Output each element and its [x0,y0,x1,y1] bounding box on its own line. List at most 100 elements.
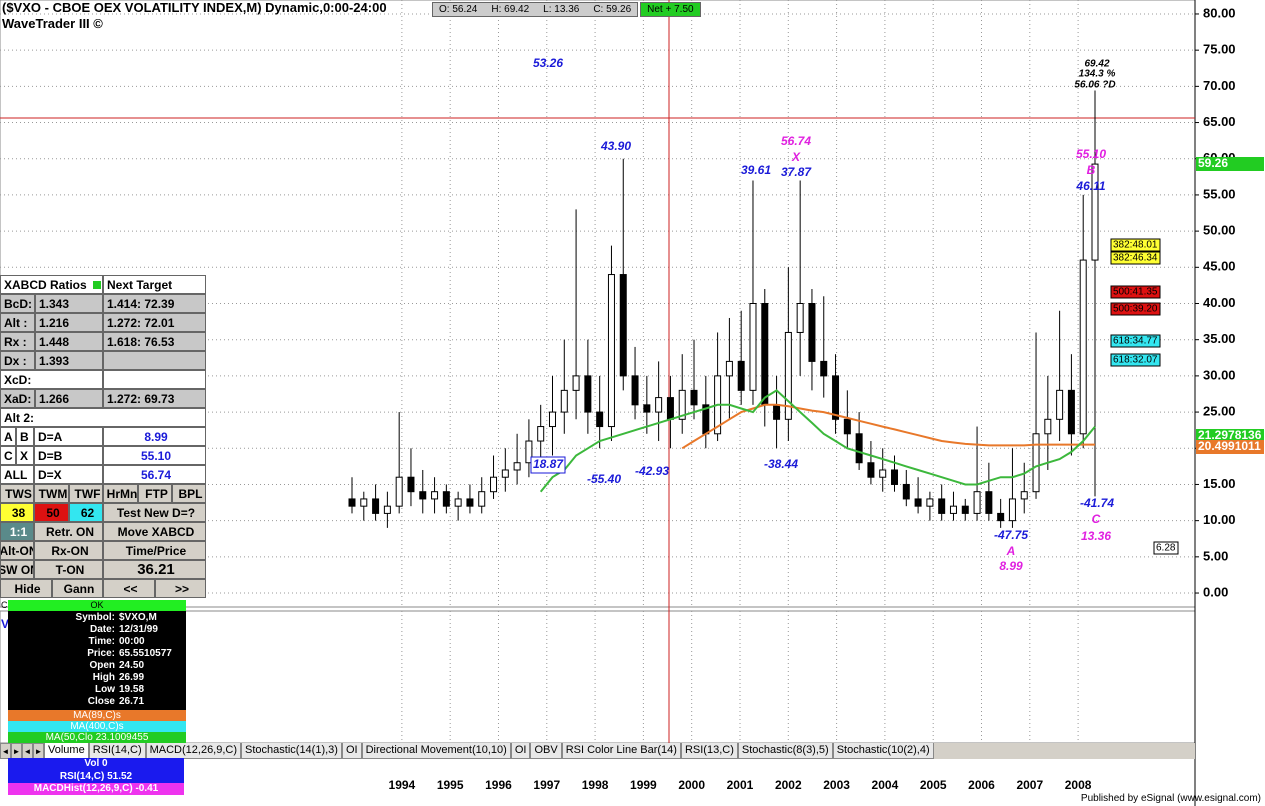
panel-button[interactable]: Alt-ON [0,541,34,560]
panel-button[interactable]: Retr. ON [34,522,103,541]
panel-button[interactable]: BPL [172,484,206,503]
annotation: 13.36 [1081,529,1111,543]
tab[interactable]: Stochastic(14(1),3) [241,743,342,759]
candle-body [631,375,639,406]
panel-button[interactable]: FTP [138,484,172,503]
tab[interactable]: Stochastic(10(2),4) [832,743,934,759]
panel-button[interactable]: 38 [0,503,34,522]
panel-button[interactable]: << [103,579,155,598]
scroll-button[interactable]: ► [33,743,44,759]
quote-box: O: 56.24 H: 69.42 L: 13.36 C: 59.26 [432,2,639,17]
y-tick-label: 55.00 [1203,186,1236,201]
tab[interactable]: RSI(13,C) [680,743,738,759]
status-line: Vol 0 [8,758,184,771]
panel-cell: 1.343 [35,294,103,313]
scroll-button[interactable]: ► [11,743,22,759]
annotation: 56.06 ?D [1074,80,1115,91]
panel-button[interactable]: SW ON [0,560,34,579]
data-row: Low 19.58 [8,684,186,696]
study-label: MA(89,C)s [8,710,186,721]
panel-button[interactable]: 1:1 [0,522,34,541]
annotation: -55.40 [587,472,621,486]
level-box [1110,285,1161,299]
level-label: 618:34.77 [1113,336,1158,347]
panel-button[interactable]: Rx-ON [34,541,103,560]
candle-body [395,476,403,507]
x-tick-label: 1994 [389,778,416,792]
panel-cell: XcD: [0,370,103,389]
tab[interactable]: RSI Color Line Bar(14) [561,743,681,759]
data-label: Close [87,696,115,707]
y-tick-label: 70.00 [1203,78,1236,93]
y-tick-label: 40.00 [1203,295,1236,310]
scroll-button[interactable]: ◄ [22,743,33,759]
candle-body [843,418,851,435]
candle-body [607,274,615,428]
candle-body [773,404,781,420]
panel-cell: ALL [0,465,34,484]
candle-body [407,476,415,493]
candle-body [513,462,521,471]
panel-cell: Rx : [0,332,35,351]
panel-button[interactable]: 62 [69,503,103,522]
candle-body [1032,433,1040,493]
tab[interactable]: Directional Movement(10,10) [361,743,511,759]
panel-button[interactable]: Hide [0,579,52,598]
annotation: 43.90 [600,139,631,153]
candle-body [1056,389,1064,420]
level-box [1153,541,1179,555]
panel-cell: Dx : [0,351,35,370]
panel-button[interactable]: >> [155,579,206,598]
tab[interactable]: Volume [44,743,89,759]
panel-button[interactable]: 36.21 [103,560,206,579]
level-box [1110,302,1161,316]
annotation: 39.61 [741,163,771,177]
data-label: High [92,672,115,683]
panel-button[interactable]: 50 [34,503,69,522]
x-tick-label: 2006 [968,778,995,792]
panel-button[interactable]: Time/Price [103,541,206,560]
scroll-button[interactable]: ◄ [0,743,11,759]
status-line: RSI(14,C) 51.52 [8,771,184,783]
panel-row: XABCD Ratios Next Target [0,275,206,294]
panel-button[interactable]: TWS [0,484,34,503]
candle-body [584,375,592,413]
net-change: Net + 7.50 [640,2,701,17]
candle-body [879,469,887,478]
panel-button[interactable]: Test New D=? [103,503,206,522]
quote-value: C: 59.26 [593,4,632,15]
annotation: -41.74 [1080,496,1114,510]
panel-cell: B [16,427,34,446]
y-tick-label: 30.00 [1203,367,1236,382]
data-label: Date: [89,624,115,635]
tab[interactable]: MACD(12,26,9,C) [145,743,242,759]
panel-button[interactable]: HrMn [103,484,138,503]
panel-cell: 1.272: 72.01 [103,313,206,332]
data-row: Date: 12/31/99 [8,624,186,636]
panel-button[interactable]: Move XABCD [103,522,206,541]
status-ok: OK [8,600,186,611]
price-tag-label: 59.26 [1198,156,1228,170]
tab[interactable]: OBV [530,743,562,759]
annotation-box [530,456,566,474]
tab[interactable]: RSI(14,C) [88,743,146,759]
level-box [1110,238,1161,252]
candle-body [832,375,840,420]
panel-row: Rx :1.448 1.618: 76.53 [0,332,206,351]
tab[interactable]: OI [341,743,362,759]
x-tick-label: 2000 [678,778,705,792]
level-label: 500:41.35 [1113,287,1158,298]
panel-cell: D=A [34,427,103,446]
panel-button[interactable]: Gann [52,579,103,598]
panel-cell: XaD: [0,389,35,408]
panel-button[interactable]: TWM [34,484,69,503]
panel-button[interactable]: T-ON [34,560,103,579]
tab[interactable]: OI [510,743,531,759]
data-row: High 26.99 [8,672,186,684]
tab[interactable]: Stochastic(8(3),5) [737,743,833,759]
panel-button[interactable]: TWF [69,484,103,503]
panel-cell: 1.216 [35,313,103,332]
annotation: B [1087,163,1096,177]
candle-body [749,303,757,391]
y-tick-label: 75.00 [1203,42,1236,57]
